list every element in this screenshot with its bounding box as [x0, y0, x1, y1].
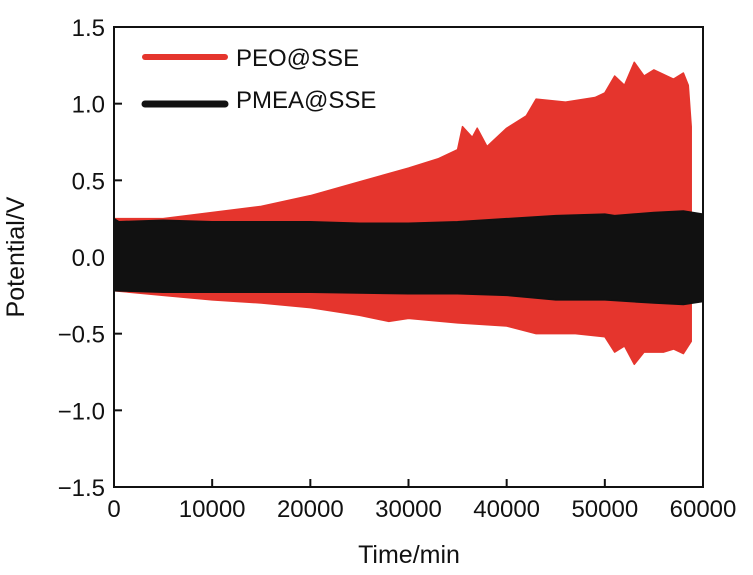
x-tick-label: 10000	[179, 496, 246, 523]
y-tick-label: 1.0	[72, 92, 105, 119]
x-tick-label: 0	[107, 496, 120, 523]
y-tick-label: 0.5	[72, 168, 105, 195]
legend-label-pmea: PMEA@SSE	[236, 87, 376, 114]
y-tick-label: −1.5	[58, 475, 105, 502]
x-axis-label: Time/min	[358, 541, 460, 569]
y-tick-label: −0.5	[58, 322, 105, 349]
axis-ticks: 0 10000 20000 30000 40000 50000 60000 1.5 1.0 0.5…	[58, 15, 737, 523]
y-tick-label: −1.0	[58, 398, 105, 425]
series-peo-sse-envelope	[113, 61, 692, 366]
x-tick-label: 20000	[277, 496, 344, 523]
y-tick-label: 0.0	[72, 245, 105, 272]
x-tick-label: 40000	[473, 496, 540, 523]
legend-label-peo: PEO@SSE	[236, 45, 359, 72]
legend: PEO@SSE PMEA@SSE	[141, 45, 376, 114]
series-pmea-sse-envelope	[113, 210, 704, 306]
y-tick-label: 1.5	[72, 15, 105, 42]
x-tick-label: 30000	[375, 496, 442, 523]
series-layer	[113, 61, 704, 366]
x-tick-label: 60000	[670, 496, 737, 523]
x-tick-label: 50000	[571, 496, 638, 523]
y-axis-label: Potential/V	[2, 196, 30, 317]
